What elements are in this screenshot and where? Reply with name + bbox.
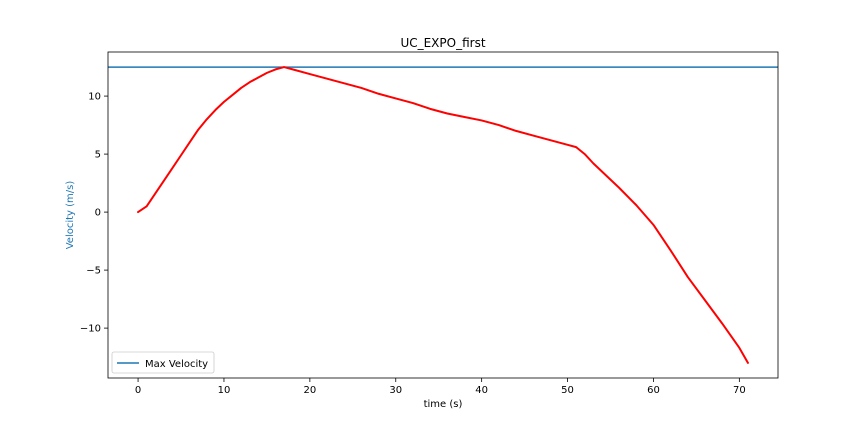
legend-box [111, 351, 215, 374]
plot-frame [107, 51, 779, 379]
plot-area [108, 52, 778, 378]
x-tick-label: 20 [303, 385, 316, 396]
y-tick-label: 5 [95, 150, 101, 161]
y-tick-label: 10 [88, 92, 101, 103]
y-tick-label: −5 [86, 266, 101, 277]
x-tick-label: 30 [389, 385, 402, 396]
legend-label-max-velocity: Max Velocity [145, 359, 208, 370]
chart-title: UC_EXPO_first [400, 36, 485, 50]
velocity-series-line [137, 66, 749, 364]
x-tick-label: 0 [135, 385, 141, 396]
x-tick-label: 40 [475, 385, 488, 396]
x-tick-label: 10 [218, 385, 231, 396]
x-axis-ticks: 0 10 20 30 40 50 60 70 [135, 378, 746, 396]
x-tick-label: 70 [733, 385, 746, 396]
y-tick-label: 0 [95, 208, 101, 219]
y-tick-label: −10 [80, 324, 101, 335]
legend: Max Velocity [111, 351, 215, 374]
x-tick-label: 50 [561, 385, 574, 396]
x-tick-label: 60 [647, 385, 660, 396]
x-axis-label: time (s) [424, 399, 463, 410]
y-axis-ticks: −10 −5 0 5 10 [80, 92, 108, 335]
y-axis-label: Velocity (m/s) [65, 181, 76, 250]
